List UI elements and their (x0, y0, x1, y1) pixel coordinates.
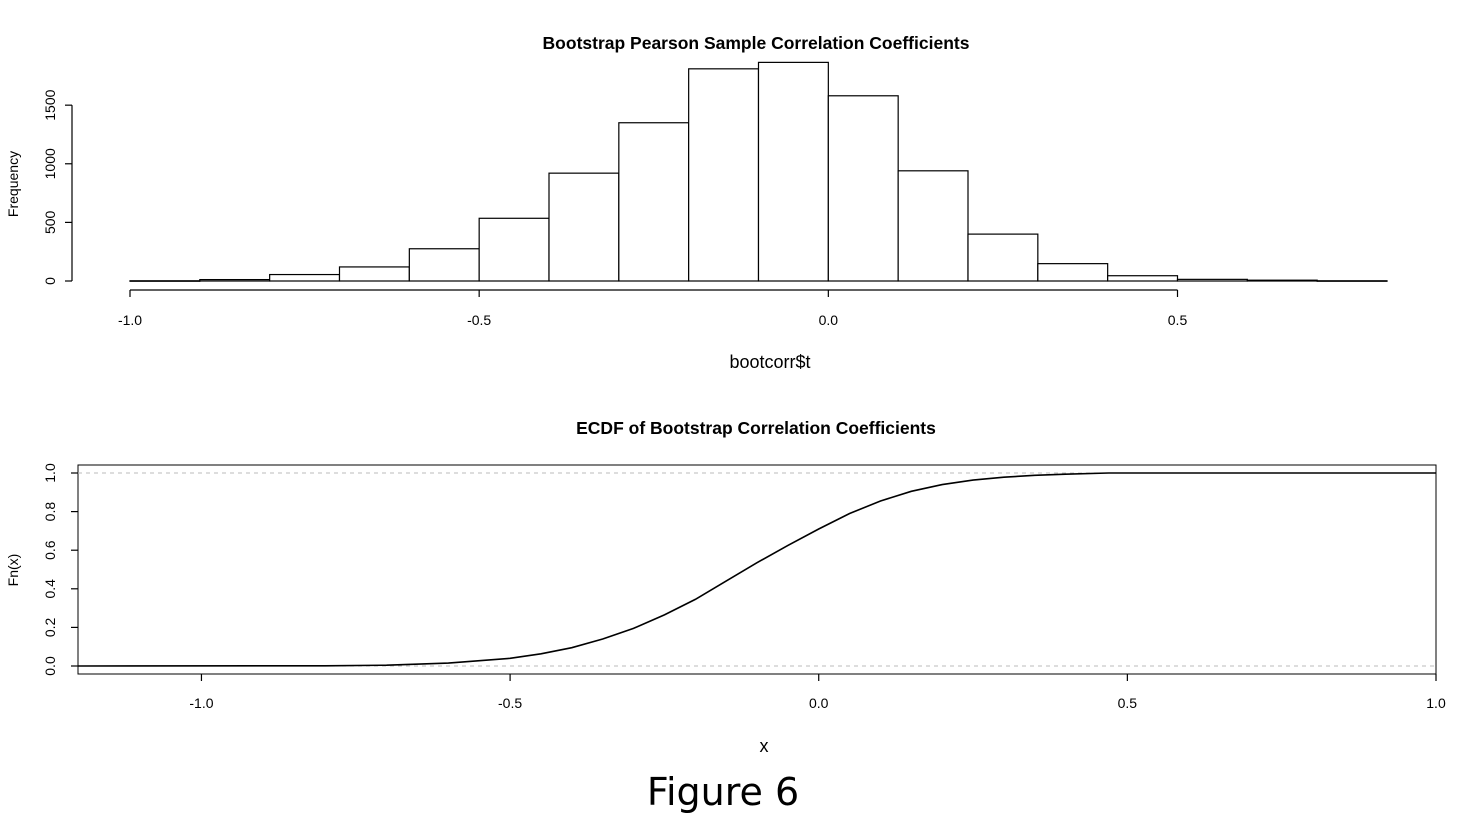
ecdf-y-tick-label: 1.0 (42, 463, 58, 483)
histogram-bar (548, 172, 620, 282)
ecdf-x-tick-label: 0.5 (1118, 695, 1138, 711)
histogram-bar (1246, 279, 1318, 282)
figure-caption: Figure 6 (646, 770, 800, 814)
histogram-x-tick-label: 0.0 (819, 312, 839, 328)
histogram-bar (1316, 280, 1388, 282)
histogram-bar (967, 233, 1039, 282)
ecdf-x-tick-label: -1.0 (189, 695, 213, 711)
ecdf-y-tick-label: 0.8 (42, 502, 58, 522)
ecdf-series-line (77, 472, 1436, 667)
ecdf-x-tick-label: 1.0 (1426, 695, 1446, 711)
ecdf-reference-lines (78, 472, 1436, 667)
histogram-y-axis-label: Frequency (5, 151, 21, 217)
histogram-bar (757, 61, 829, 282)
histogram-bar (827, 95, 899, 282)
histogram-bar (338, 266, 410, 282)
histogram-bar (618, 122, 690, 282)
histogram-y-tick-label: 1500 (42, 89, 58, 120)
histogram-x-tick-label: -1.0 (118, 312, 142, 328)
histogram-bar (1107, 275, 1179, 282)
histogram-bar (199, 278, 271, 282)
histogram-bar (129, 280, 201, 282)
histogram-bar (897, 170, 969, 282)
histogram-panel: Bootstrap Pearson Sample Correlation Coe… (5, 33, 1388, 372)
ecdf-y-tick-label: 0.2 (42, 617, 58, 637)
ecdf-y-tick-label: 0.4 (42, 579, 58, 599)
ecdf-plot-box (77, 464, 1437, 675)
histogram-title: Bootstrap Pearson Sample Correlation Coe… (543, 33, 970, 53)
ecdf-y-tick-label: 0.0 (42, 656, 58, 676)
ecdf-y-axis-label: Fn(x) (5, 554, 21, 587)
histogram-y-tick-label: 1000 (42, 148, 58, 179)
histogram-bar (1037, 263, 1109, 282)
ecdf-x-tick-label: -0.5 (498, 695, 522, 711)
histogram-bar (269, 273, 341, 282)
histogram-x-tick-label: 0.5 (1168, 312, 1188, 328)
ecdf-axes: -1.0 -0.5 0.0 0.5 1.0 0.0 0.2 0.4 0.6 0.8 1.0 (42, 463, 1446, 711)
ecdf-line-group (77, 472, 1436, 667)
histogram-axes: -1.0 -0.5 0.0 0.5 0 500 1000 1500 (42, 89, 1187, 328)
histogram-y-tick-label: 500 (42, 210, 58, 234)
ecdf-title: ECDF of Bootstrap Correlation Coefficien… (576, 418, 936, 438)
ecdf-x-axis-label: x (760, 736, 769, 756)
histogram-x-tick-label: -0.5 (467, 312, 491, 328)
histogram-x-axis-label: bootcorr$t (729, 352, 810, 372)
histogram-y-tick-label: 0 (42, 277, 58, 285)
ecdf-x-tick-label: 0.0 (809, 695, 829, 711)
histogram-bar (408, 248, 480, 282)
ecdf-y-tick-label: 0.6 (42, 540, 58, 560)
histogram-bars (129, 61, 1388, 282)
histogram-bar (1176, 278, 1248, 282)
histogram-bar (478, 217, 550, 282)
histogram-bar (688, 68, 760, 282)
ecdf-panel: ECDF of Bootstrap Correlation Coefficien… (5, 418, 1446, 756)
